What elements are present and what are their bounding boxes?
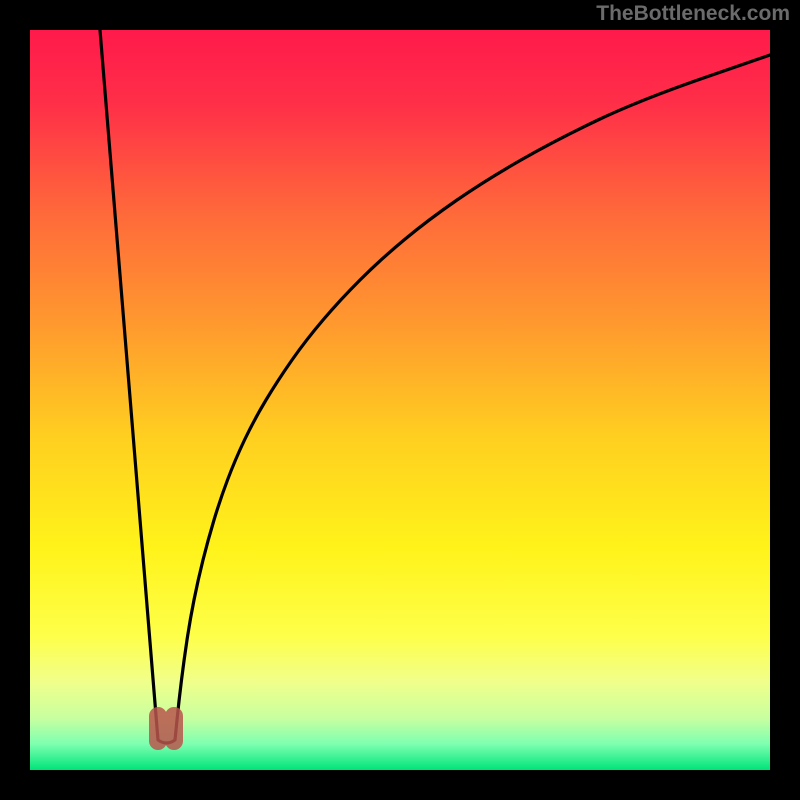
plot-background (30, 30, 770, 770)
chart-container: { "watermark": { "text": "TheBottleneck.… (0, 0, 800, 800)
trough-marker (149, 707, 183, 750)
bottleneck-chart (0, 0, 800, 800)
watermark-text: TheBottleneck.com (596, 2, 790, 26)
